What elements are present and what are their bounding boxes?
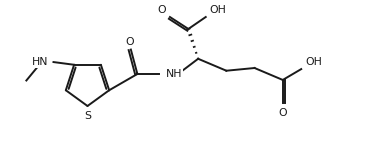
Text: HN: HN (32, 57, 49, 67)
Text: O: O (278, 108, 287, 118)
Text: OH: OH (210, 5, 227, 15)
Text: O: O (125, 37, 134, 47)
Text: NH: NH (165, 69, 182, 79)
Text: S: S (85, 111, 92, 121)
Text: O: O (157, 5, 165, 15)
Text: OH: OH (305, 57, 322, 67)
